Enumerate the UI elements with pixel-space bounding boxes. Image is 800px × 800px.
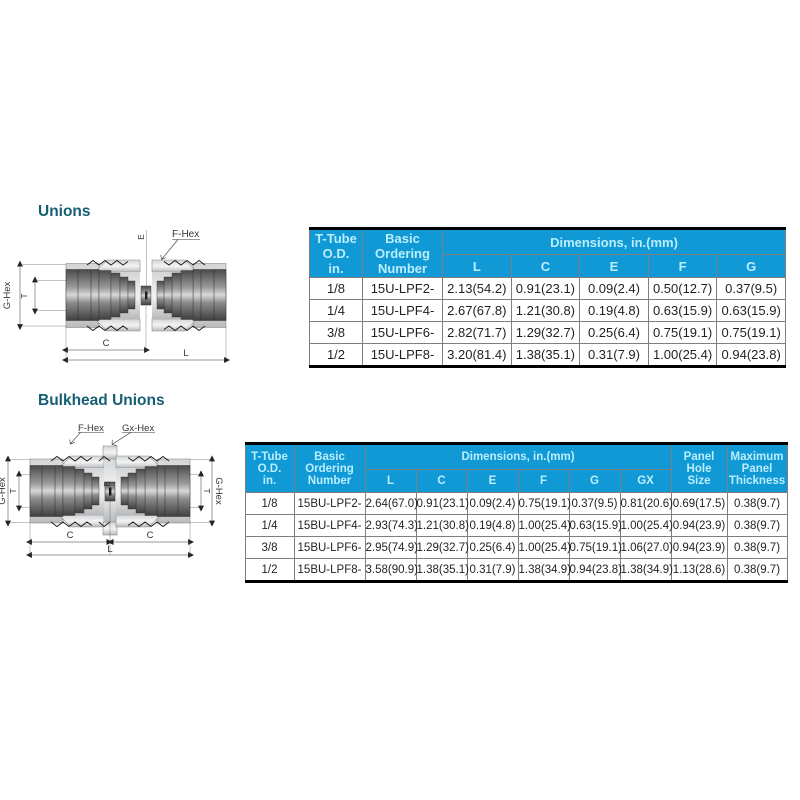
- svg-text:G-Hex: G-Hex: [213, 477, 224, 505]
- svg-text:C: C: [103, 338, 110, 349]
- svg-text:L: L: [183, 348, 188, 359]
- svg-text:G-Hex: G-Hex: [2, 282, 13, 310]
- svg-text:T: T: [202, 488, 212, 493]
- svg-text:T: T: [8, 488, 18, 493]
- svg-text:F-Hex: F-Hex: [172, 229, 199, 240]
- svg-text:L: L: [107, 544, 112, 555]
- svg-text:E: E: [136, 234, 146, 240]
- svg-text:C: C: [67, 530, 74, 541]
- svg-text:E: E: [102, 481, 112, 487]
- svg-text:C: C: [147, 530, 154, 541]
- svg-text:T: T: [19, 293, 29, 298]
- svg-text:G-Hex: G-Hex: [0, 477, 8, 505]
